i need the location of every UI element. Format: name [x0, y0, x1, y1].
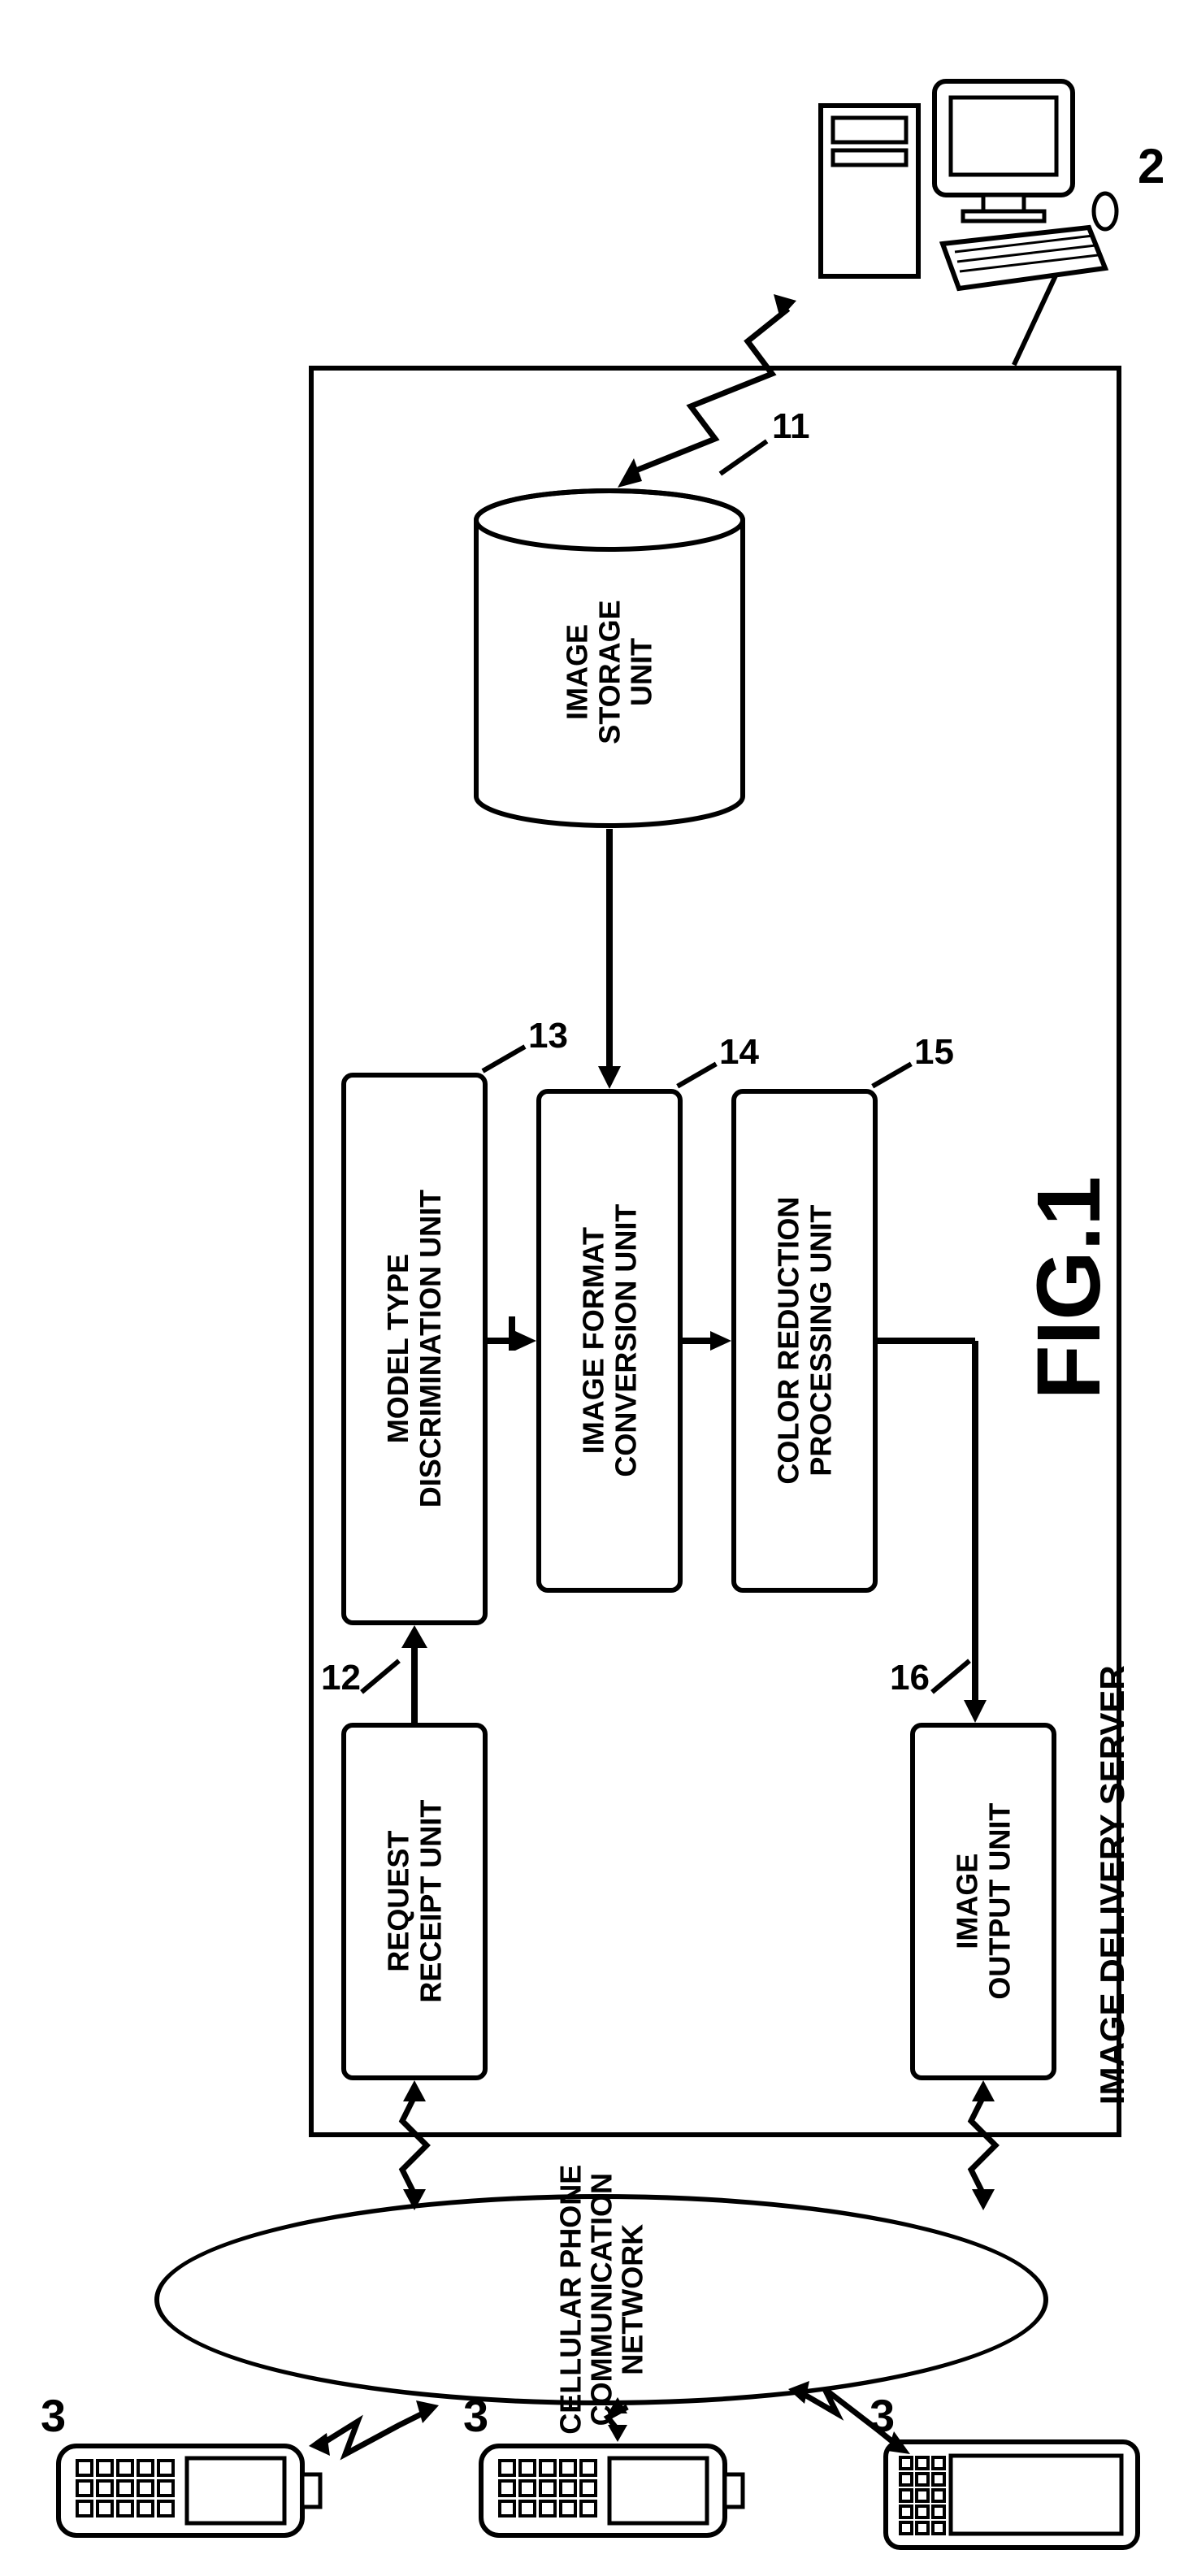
figure-caption-final: FIG.1	[1017, 1176, 1121, 1399]
image-output-box: IMAGEOUTPUT UNIT	[910, 1723, 1056, 2080]
computer-icon	[813, 57, 1121, 301]
ref-12: 12	[321, 1658, 361, 1698]
ref-3a: 3	[41, 2389, 66, 2442]
format-conv-text: IMAGE FORMATCONVERSION UNIT	[577, 1204, 641, 1477]
arrow-14-15	[683, 1325, 731, 1357]
zig-net-12	[374, 2080, 455, 2210]
arrow-13-14b	[488, 1325, 536, 1357]
color-reduction-box: COLOR REDUCTIONPROCESSING UNIT	[731, 1089, 878, 1593]
ref-13: 13	[528, 1016, 568, 1056]
phone-1-icon	[49, 2430, 325, 2552]
ref-2: 2	[1138, 138, 1164, 194]
ref-15: 15	[914, 1032, 954, 1073]
color-reduction-text: COLOR REDUCTIONPROCESSING UNIT	[772, 1197, 836, 1485]
model-type-box: MODEL TYPEDISCRIMINATION UNIT	[341, 1073, 488, 1625]
ref-14: 14	[719, 1032, 759, 1073]
arrow-12-13	[382, 1625, 447, 1723]
storage-text: IMAGESTORAGEUNIT	[561, 600, 658, 744]
server-label: IMAGE DELIVERY SERVER	[1093, 1665, 1132, 2105]
format-conv-box: IMAGE FORMATCONVERSION UNIT	[536, 1089, 683, 1593]
zig-phone3-net	[780, 2373, 918, 2470]
network-text: CELLULAR PHONECOMMUNICATIONNETWORK	[555, 2165, 647, 2435]
image-output-text: IMAGEOUTPUT UNIT	[951, 1803, 1015, 2000]
phone-2-icon	[471, 2430, 748, 2552]
zig-phone1-net	[301, 2381, 447, 2478]
ref-3b: 3	[463, 2389, 488, 2442]
diagram-canvas: IMAGE DELIVERY SERVER 1 IMAGESTORAGEUNIT…	[0, 0, 1197, 2576]
zig-phone2-net	[585, 2397, 650, 2446]
storage-cylinder: IMAGESTORAGEUNIT	[471, 488, 748, 829]
zig-net-16	[943, 2080, 1024, 2210]
arrow-11-14	[593, 829, 626, 1089]
zig-2-11	[585, 293, 813, 504]
request-receipt-box: REQUESTRECEIPT UNIT	[341, 1723, 488, 2080]
model-type-text: MODEL TYPEDISCRIMINATION UNIT	[382, 1190, 446, 1507]
request-receipt-text: REQUESTRECEIPT UNIT	[382, 1800, 446, 2003]
